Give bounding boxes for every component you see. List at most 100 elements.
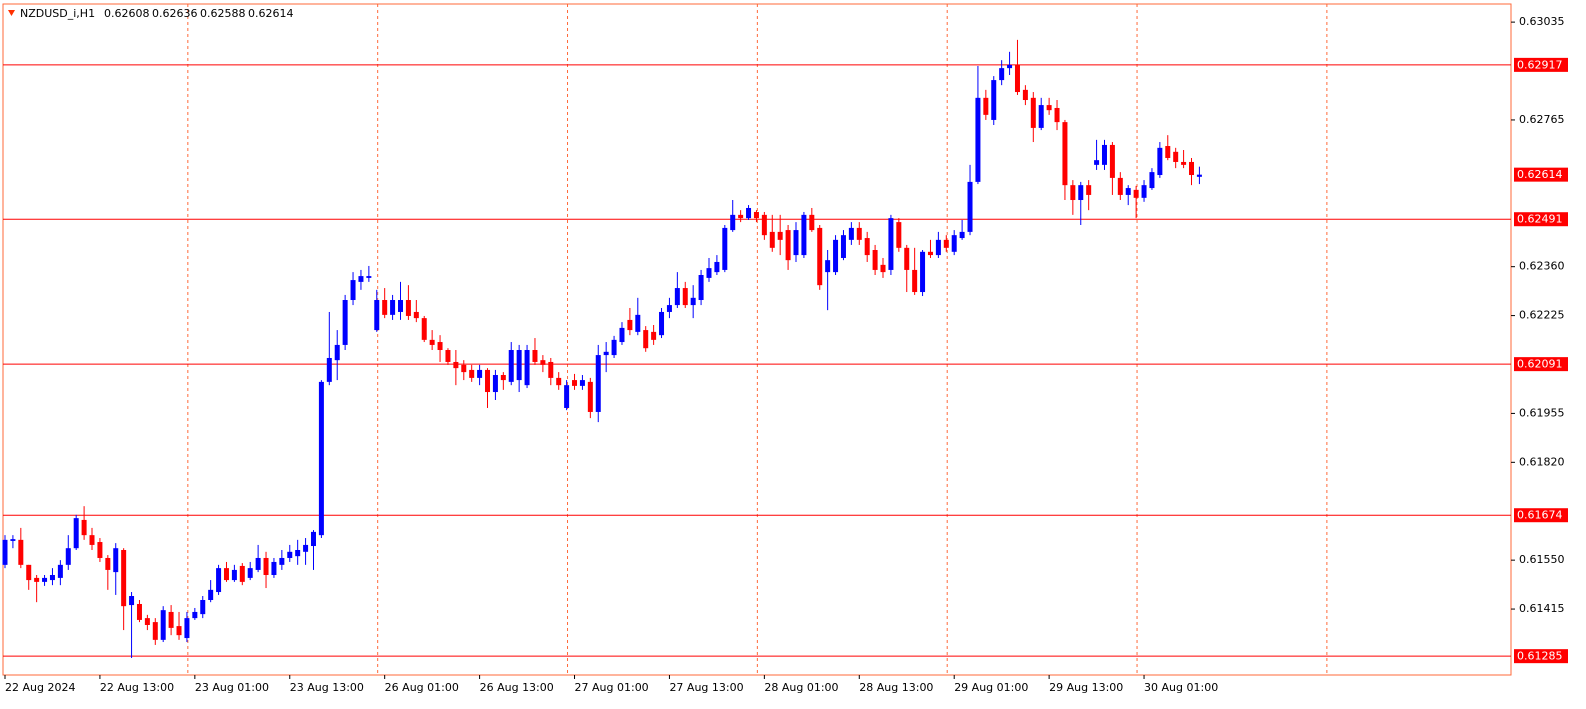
candle-body <box>927 251 933 256</box>
level-label: 0.61674 <box>1514 508 1568 523</box>
candle-body <box>1165 146 1171 158</box>
candle-body <box>168 611 174 628</box>
candle-body <box>192 611 198 619</box>
candle-body <box>310 531 316 547</box>
candle-body <box>698 275 704 301</box>
candle-body <box>959 231 965 239</box>
candle-body <box>1196 174 1202 177</box>
y-tick-label: 0.62360 <box>1519 260 1565 273</box>
candle-body <box>287 551 293 558</box>
x-tick-label: 27 Aug 01:00 <box>575 681 649 694</box>
candle-body <box>643 330 649 349</box>
header: NZDUSD_i,H1 0.62608 0.62636 0.62588 0.62… <box>8 7 294 20</box>
candle-body <box>999 68 1005 81</box>
candle-body <box>398 300 403 312</box>
candle-body <box>1022 89 1028 101</box>
y-tick-label: 0.61820 <box>1519 455 1565 468</box>
level-label-text: 0.62091 <box>1517 358 1563 371</box>
level-label-box <box>1514 357 1568 372</box>
candle-body <box>421 318 427 340</box>
candle-body <box>129 596 135 606</box>
candle-body <box>880 264 886 273</box>
candle-body <box>318 381 324 536</box>
candle-body <box>785 230 791 261</box>
candle-body <box>255 557 261 570</box>
y-tick-label: 0.62765 <box>1519 113 1565 126</box>
candle-body <box>405 300 411 316</box>
candle-body <box>753 211 759 219</box>
candle-body <box>730 214 736 231</box>
candle-body <box>271 561 277 576</box>
candle-body <box>706 268 712 278</box>
candle-body <box>508 350 514 382</box>
candle-body <box>176 626 182 636</box>
candle-body <box>160 610 166 640</box>
y-tick-label: 0.61415 <box>1519 602 1565 615</box>
candle-body <box>595 355 601 412</box>
candle-body <box>761 214 767 236</box>
header-open: 0.62608 <box>104 7 150 20</box>
candle-body <box>121 550 127 607</box>
candle-body <box>326 357 332 382</box>
x-tick-label: 28 Aug 01:00 <box>764 681 838 694</box>
candle-body <box>777 231 783 240</box>
candle-body <box>152 622 158 640</box>
candle-body <box>89 535 95 545</box>
x-tick-label: 26 Aug 01:00 <box>385 681 459 694</box>
price-label: 0.62614 <box>1514 167 1568 182</box>
y-tick-label: 0.62225 <box>1519 309 1565 322</box>
x-tick-label: 28 Aug 13:00 <box>859 681 933 694</box>
candle-body <box>793 230 799 256</box>
candle-body <box>231 569 237 581</box>
candle-body <box>983 97 989 115</box>
candle-body <box>1141 185 1147 198</box>
candle-body <box>413 311 419 319</box>
x-tick-label: 22 Aug 13:00 <box>100 681 174 694</box>
candle-body <box>366 276 372 278</box>
candle-body <box>619 327 625 343</box>
candle-body <box>429 339 435 345</box>
header-low: 0.62588 <box>200 7 246 20</box>
x-tick-label: 29 Aug 13:00 <box>1049 681 1123 694</box>
candle-body <box>690 297 696 306</box>
candle-body <box>57 564 63 578</box>
candle-body <box>390 300 396 315</box>
header-high: 0.62636 <box>152 7 198 20</box>
candle-body <box>65 548 71 565</box>
candle-body <box>809 214 815 231</box>
candle-body <box>840 235 846 258</box>
candle-body <box>1157 147 1163 176</box>
candle-body <box>1014 64 1020 93</box>
candle-body <box>524 350 530 386</box>
candle-body <box>1086 185 1092 195</box>
candle-body <box>485 369 491 393</box>
candle-body <box>73 518 79 549</box>
candle-body <box>738 214 744 219</box>
candle-body <box>1030 97 1036 128</box>
candle-body <box>453 361 459 369</box>
candle-body <box>18 539 24 565</box>
price-label-box <box>1514 167 1568 182</box>
candle-body <box>967 181 973 232</box>
candle-body <box>532 350 538 362</box>
candle-body <box>500 375 506 381</box>
candle-body <box>97 542 103 558</box>
candle-body <box>1062 122 1068 186</box>
candle-body <box>350 280 356 301</box>
candle-body <box>920 251 926 293</box>
candle-body <box>1101 144 1107 165</box>
x-tick-label: 29 Aug 01:00 <box>954 681 1028 694</box>
candle-body <box>263 557 269 576</box>
level-label-box <box>1514 649 1568 664</box>
candle-body <box>223 568 229 581</box>
candle-body <box>635 314 641 332</box>
level-label: 0.61285 <box>1514 649 1568 664</box>
candle-body <box>1054 107 1060 123</box>
candle-body <box>461 364 467 373</box>
candle-body <box>136 603 142 620</box>
level-label-text: 0.61674 <box>1517 509 1563 522</box>
candle-body <box>303 544 309 552</box>
candle-body <box>295 550 301 557</box>
candle-body <box>540 360 546 365</box>
candle-body <box>825 260 831 273</box>
